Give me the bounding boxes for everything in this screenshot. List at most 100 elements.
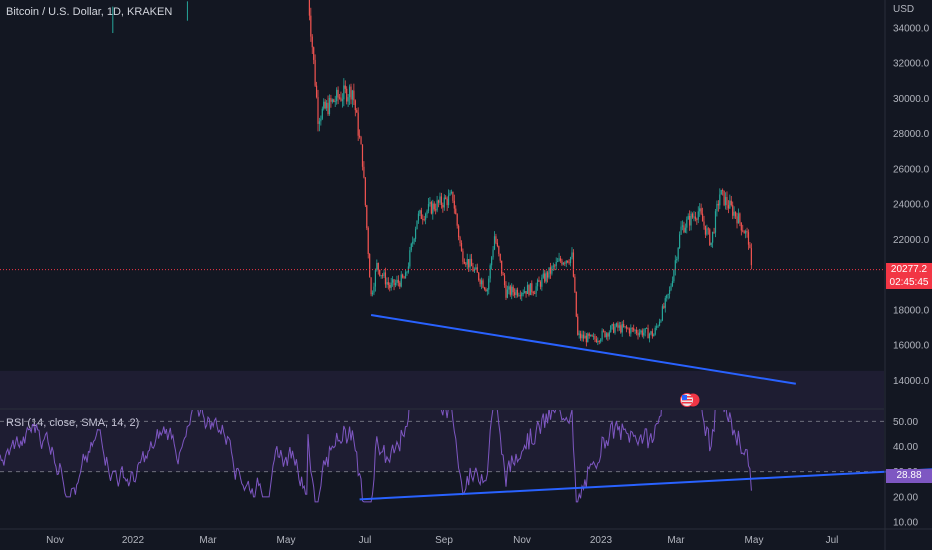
candle-body [617,323,619,328]
candle-body [722,190,724,191]
candle-body [623,324,625,327]
candle-body [501,260,503,274]
candle-body [315,85,318,98]
candle-body [608,332,610,337]
time-tick-label: 2022 [122,535,145,546]
candle-body [584,335,586,339]
candle-body [661,306,663,321]
candle-body [562,262,564,265]
candle-body [677,247,679,259]
candle-body [577,316,579,335]
price-tick-label: 34000.0 [893,23,930,34]
price-axis[interactable]: 34000.0 32000.0 30000.0 28000.0 26000.0 24000… [893,23,930,387]
rsi-panel [0,370,884,473]
candle-body [615,323,618,327]
candle-body [313,47,315,60]
candle-body [648,333,651,339]
candle-body [667,293,669,296]
candle-body [482,280,484,288]
candle-body [450,191,453,193]
time-tick-label: Mar [667,535,685,546]
rsi-series-line [0,410,752,503]
candle-body [676,258,678,261]
candle-body [590,334,592,336]
candle-body [338,97,341,99]
candle-body [452,191,454,201]
candle-body [498,246,500,254]
candle-body [625,326,628,329]
time-tick-label: Mar [199,535,217,546]
candle-body [327,102,329,115]
candle-body [595,339,597,343]
candle-body [521,293,523,297]
candle-body [505,285,507,298]
candle-body [585,335,587,343]
candle-body [337,89,339,98]
candle-body [389,284,391,288]
candle-body [701,213,704,222]
candle-body [651,331,653,337]
candle-body [686,219,688,228]
candle-body [525,291,527,294]
rsi-tick-label: 10.00 [893,518,918,529]
candle-body [611,324,613,326]
candle-body [572,252,575,277]
candle-body [508,286,510,290]
candle-body [353,90,355,101]
candle-body [333,99,335,102]
candle-body [679,234,681,248]
candle-body [524,291,526,294]
candle-body [557,261,559,262]
current-price-value: 20277.2 [890,264,928,275]
candle-body [469,258,471,268]
us-flag-event-icon[interactable] [680,393,700,407]
candle-body [410,243,412,251]
candle-body [443,197,445,208]
candle-body [320,118,322,122]
candle-body [393,279,395,286]
candle-body [549,267,552,274]
candle-body [430,202,432,214]
candle-body [486,289,488,292]
candle-body [328,98,331,115]
candle-body [423,219,425,221]
candle-body [341,99,343,101]
candle-body [446,198,448,206]
candle-body [370,277,372,295]
candle-body [429,202,431,204]
candle-body [445,197,447,199]
candle-body [598,340,600,342]
candle-body [654,327,656,335]
candle-body [561,260,563,265]
candle-body [359,135,361,138]
candle-body [730,200,732,206]
candle-body [473,269,476,272]
candle-body [440,196,443,206]
candle-body [663,306,665,308]
candle-body [536,280,539,287]
candle-body [564,262,566,264]
candle-body [668,290,671,294]
candle-body [413,238,415,242]
candle-body [344,85,346,89]
candle-body [664,298,666,308]
candle-body [653,334,655,337]
candle-body [544,273,546,282]
candle-body [700,208,702,214]
candle-body [515,289,517,295]
candle-body [551,266,553,274]
candle-body [384,272,387,285]
candle-body [495,236,497,243]
candle-body [488,278,490,290]
candle-body [427,203,430,211]
rsi-indicator-label[interactable]: RSI (14, close, SMA, 14, 2) [6,417,140,429]
candle-body [592,336,595,338]
price-tick-label: 28000.0 [893,129,930,140]
candle-body [714,211,717,233]
candle-body [691,213,694,218]
candle-body [581,334,583,339]
candle-body [386,282,388,285]
candle-body [516,289,519,296]
